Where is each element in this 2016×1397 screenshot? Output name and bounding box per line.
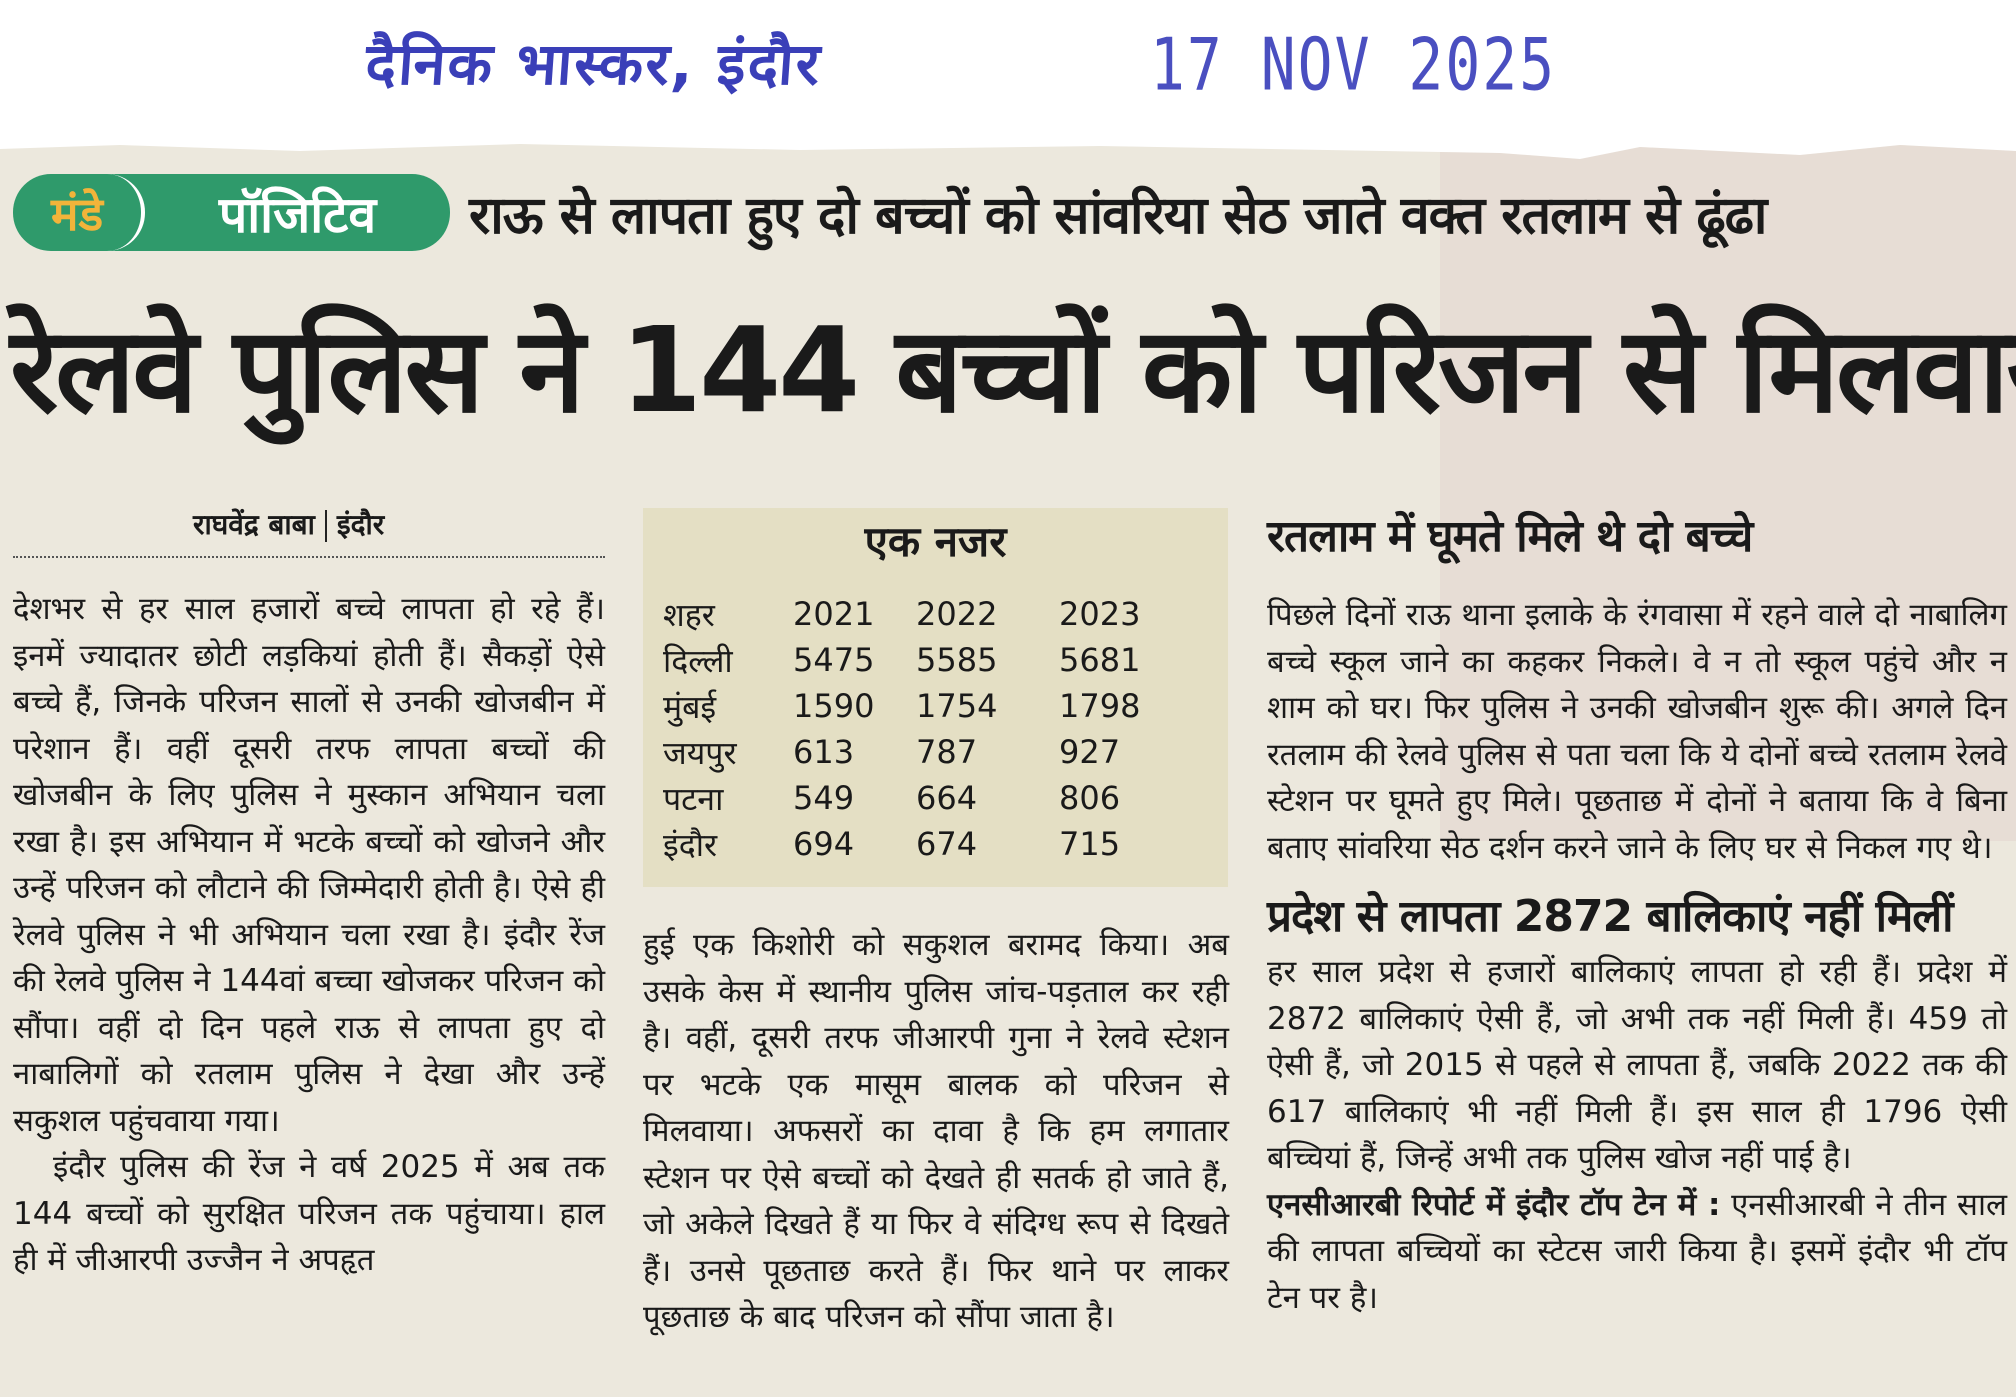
byline-separator: [324, 510, 327, 542]
paragraph: इंदौर पुलिस की रेंज ने वर्ष 2025 में अब …: [13, 1149, 605, 1278]
table-header-row: शहर 2021 2022 2023: [663, 591, 1189, 637]
value-cell: 664: [916, 779, 978, 817]
value-cell: 787: [916, 733, 978, 771]
badge-monday: मंडे: [13, 174, 145, 251]
paragraph: पिछले दिनों राऊ थाना इलाके के रंगवासा मे…: [1267, 597, 2007, 866]
byline-author: राघवेंद्र बाबा: [193, 508, 315, 541]
show-through-shade: [1440, 144, 2016, 841]
value-cell: 694: [793, 825, 855, 863]
badge-positive: पॉजिटिव: [218, 185, 377, 244]
value-cell: 806: [1059, 779, 1121, 817]
paragraph: हुई एक किशोरी को सकुशल बरामद किया। अब उस…: [643, 927, 1229, 1335]
byline: राघवेंद्र बाबा इंदौर: [193, 505, 384, 543]
article-column-3: पिछले दिनों राऊ थाना इलाके के रंगवासा मे…: [1267, 592, 2007, 1321]
header-cell: 2021: [793, 595, 875, 633]
value-cell: 549: [793, 779, 855, 817]
city-cell: मुंबई: [663, 687, 717, 726]
byline-place: इंदौर: [336, 508, 385, 541]
at-a-glance-box: एक नजर शहर 2021 2022 2023 दिल्ली 5475 5585…: [643, 508, 1228, 887]
paragraph: एनसीआरबी रिपोर्ट में इंदौर टॉप टेन में :…: [1267, 1182, 2007, 1322]
ncrb-lead: एनसीआरबी रिपोर्ट में इंदौर टॉप टेन में :: [1267, 1186, 1721, 1223]
newspaper-clipping: [0, 144, 2016, 1397]
city-cell: इंदौर: [663, 825, 718, 864]
paragraph: हर साल प्रदेश से हजारों बालिकाएं लापता ह…: [1267, 954, 2007, 1176]
table-row: मुंबई 1590 1754 1798: [663, 683, 1189, 729]
subheading-missing-girls: प्रदेश से लापता 2872 बालिकाएं नहीं मिलीं: [1267, 891, 1954, 942]
box-title: एक नजर: [864, 517, 1007, 566]
article-column-2: हुई एक किशोरी को सकुशल बरामद किया। अब उस…: [643, 922, 1229, 1341]
value-cell: 613: [793, 733, 855, 771]
header-cell: 2022: [916, 595, 998, 633]
city-cell: पटना: [663, 779, 724, 818]
value-cell: 1590: [793, 687, 875, 725]
value-cell: 674: [916, 825, 978, 863]
city-cell: जयपुर: [663, 733, 737, 772]
table-row: पटना 549 664 806: [663, 775, 1189, 821]
subheading-ratlam: रतलाम में घूमते मिले थे दो बच्चे: [1267, 511, 1753, 562]
value-cell: 5585: [916, 641, 998, 679]
value-cell: 927: [1059, 733, 1121, 771]
kicker-headline: राऊ से लापता हुए दो बच्चों को सांवरिया स…: [469, 186, 1767, 246]
table-row: दिल्ली 5475 5585 5681: [663, 637, 1189, 683]
monday-positive-badge: मंडे पॉजिटिव: [13, 174, 450, 251]
value-cell: 5681: [1059, 641, 1141, 679]
ncrb-text: एनसीआरबी ने तीन साल की लापता बच्चियों का…: [1267, 1186, 2007, 1316]
table-row: जयपुर 613 787 927: [663, 729, 1189, 775]
header-cell: शहर: [663, 595, 715, 634]
header-cell: 2023: [1059, 595, 1141, 633]
date-stamp: 17 NOV 2025: [1150, 22, 1557, 107]
city-cell: दिल्ली: [663, 641, 733, 680]
value-cell: 715: [1059, 825, 1121, 863]
value-cell: 5475: [793, 641, 875, 679]
value-cell: 1798: [1059, 687, 1141, 725]
dotted-divider: [13, 556, 605, 558]
article-column-1: देशभर से हर साल हजारों बच्चे लापता हो रह…: [13, 586, 605, 1284]
newspaper-name-stamp: दैनिक भास्कर, इंदौर: [363, 30, 824, 98]
missing-children-table: शहर 2021 2022 2023 दिल्ली 5475 5585 5681 मु…: [663, 591, 1189, 867]
main-headline: रेलवे पुलिस ने 144 बच्चों को परिजन से मि…: [10, 301, 2016, 439]
table-row: इंदौर 694 674 715: [663, 821, 1189, 867]
paragraph: देशभर से हर साल हजारों बच्चे लापता हो रह…: [13, 591, 605, 1139]
value-cell: 1754: [916, 687, 998, 725]
